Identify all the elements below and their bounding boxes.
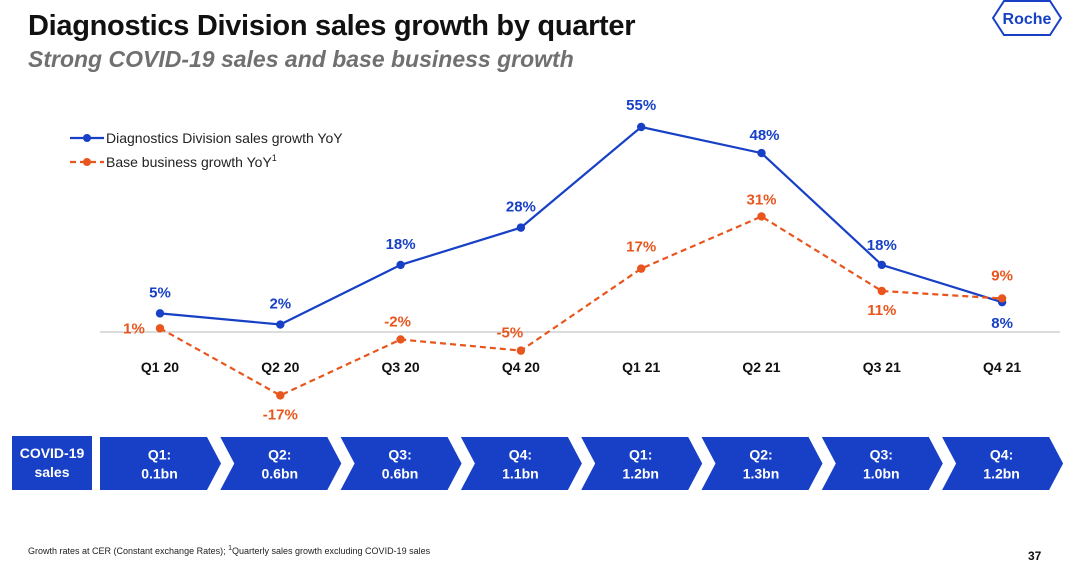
x-tick-label-5: Q1 21 [622, 359, 660, 375]
legend-marker-base-business [83, 158, 91, 166]
x-tick-label-3: Q3 20 [382, 359, 420, 375]
data-label-base-business-8: 9% [991, 267, 1013, 284]
covid-arrow-value-4: 1.1bn [502, 466, 539, 482]
data-label-division-4: 28% [506, 199, 536, 216]
legend-label-division: Diagnostics Division sales growth YoY [106, 130, 343, 146]
point-division-1 [155, 309, 165, 318]
footnote-superscript: 1 [228, 545, 232, 552]
x-tick-label-7: Q3 21 [863, 359, 901, 375]
covid-arrow-value-2: 0.6bn [262, 466, 299, 482]
point-base-business-5 [637, 264, 646, 273]
x-axis-tick-labels: Q1 20 Q2 20 Q3 20 Q4 20 Q1 21 Q2 21 Q3 21 Q4 21 [141, 359, 1021, 375]
covid-arrow-4 [460, 437, 582, 490]
x-tick-label-2: Q2 20 [261, 359, 299, 375]
page-subtitle: Strong COVID-19 sales and base business … [28, 46, 574, 72]
data-label-base-business-1: 1% [123, 320, 145, 337]
chart-labels-layer: 5% 2% 18% 28% 55% 48% 18% 8% 1% -17% -2% -5% 17% 31% 1… [123, 97, 1013, 423]
data-label-division-1: 5% [149, 284, 171, 301]
covid-arrow-quarter-4: Q4: [509, 447, 532, 463]
roche-logo: Roche [992, 0, 1062, 36]
x-tick-label-6: Q2 21 [742, 359, 780, 375]
series-line-base-business [159, 215, 1003, 397]
series-line-division [159, 125, 1003, 326]
point-division-5 [637, 122, 646, 132]
point-base-business-8 [997, 294, 1007, 303]
data-label-base-business-6: 31% [746, 191, 776, 208]
point-base-business-3 [396, 335, 405, 344]
data-label-division-7: 18% [867, 237, 897, 254]
data-label-base-business-4: -5% [497, 325, 524, 342]
data-label-division-5: 55% [626, 97, 656, 114]
data-label-base-business-7: 11% [867, 302, 896, 319]
covid-arrow-value-5: 1.2bn [622, 466, 659, 482]
covid-arrow-value-3: 0.6bn [382, 466, 419, 482]
x-tick-label-8: Q4 21 [983, 359, 1021, 375]
chart-legend: Diagnostics Division sales growth YoY Bas… [70, 130, 343, 170]
covid-arrow-1 [100, 437, 221, 490]
point-division-2 [276, 320, 285, 329]
point-division-3 [396, 260, 405, 270]
point-division-4 [516, 223, 526, 232]
point-division-7 [877, 260, 886, 270]
x-tick-label-1: Q1 20 [141, 359, 179, 375]
x-tick-label-4: Q4 20 [502, 359, 540, 375]
covid-arrow-value-6: 1.3bn [743, 466, 780, 482]
covid-arrow-quarter-3: Q3: [388, 447, 411, 463]
data-label-division-6: 48% [749, 127, 779, 144]
covid-sales-label: COVID-19 sales [12, 436, 92, 490]
point-base-business-6 [757, 212, 766, 221]
chart-series-layer [155, 122, 1007, 400]
covid-arrow-quarter-5: Q1: [629, 447, 652, 463]
growth-line-chart: Diagnostics Division sales growth YoY Bas… [70, 97, 1060, 423]
legend-marker-division [83, 134, 91, 142]
footnote: Growth rates at CER (Constant exchange R… [28, 545, 430, 556]
covid-arrow-value-8: 1.2bn [983, 466, 1020, 482]
covid-arrow-quarter-2: Q2: [268, 447, 291, 463]
point-base-business-7 [877, 286, 886, 296]
data-label-base-business-2: -17% [263, 406, 298, 423]
footnote-text-after: Quarterly sales growth excluding COVID-1… [232, 546, 431, 556]
point-base-business-4 [516, 346, 526, 355]
covid-arrow-5 [581, 437, 703, 490]
covid-arrow-quarter-8: Q4: [990, 447, 1013, 463]
covid-arrow-quarter-6: Q2: [749, 447, 772, 463]
data-label-division-8: 8% [991, 315, 1013, 332]
point-division-6 [757, 148, 766, 158]
covid-arrow-8 [942, 437, 1064, 490]
point-base-business-2 [276, 391, 285, 400]
data-label-division-2: 2% [269, 296, 291, 313]
point-base-business-1 [155, 324, 165, 333]
legend-label-base-business: Base business growth YoY1 [106, 153, 277, 170]
covid-arrow-3 [340, 437, 462, 490]
covid-arrow-7 [821, 437, 943, 490]
covid-arrow-2 [220, 437, 342, 490]
data-label-base-business-3: -2% [384, 313, 411, 330]
covid-sales-arrow-row: Q1: 0.1bn Q2: 0.6bn Q3: 0.6bn Q4: 1.1bn Q1: 1.2bn… [100, 437, 1064, 490]
legend-superscript: 1 [272, 153, 277, 163]
footnote-text-before: Growth rates at CER (Constant exchange R… [28, 546, 229, 556]
covid-arrow-quarter-7: Q3: [870, 447, 893, 463]
covid-arrow-value-7: 1.0bn [863, 466, 900, 482]
covid-arrow-6 [701, 437, 823, 490]
page-title: Diagnostics Division sales growth by qua… [28, 10, 636, 42]
page-number: 37 [1028, 549, 1042, 563]
data-label-base-business-5: 17% [626, 239, 656, 256]
data-label-division-3: 18% [386, 236, 416, 253]
roche-logo-text: Roche [1003, 11, 1052, 28]
covid-arrow-value-1: 0.1bn [141, 466, 178, 482]
covid-arrow-quarter-1: Q1: [148, 447, 171, 463]
